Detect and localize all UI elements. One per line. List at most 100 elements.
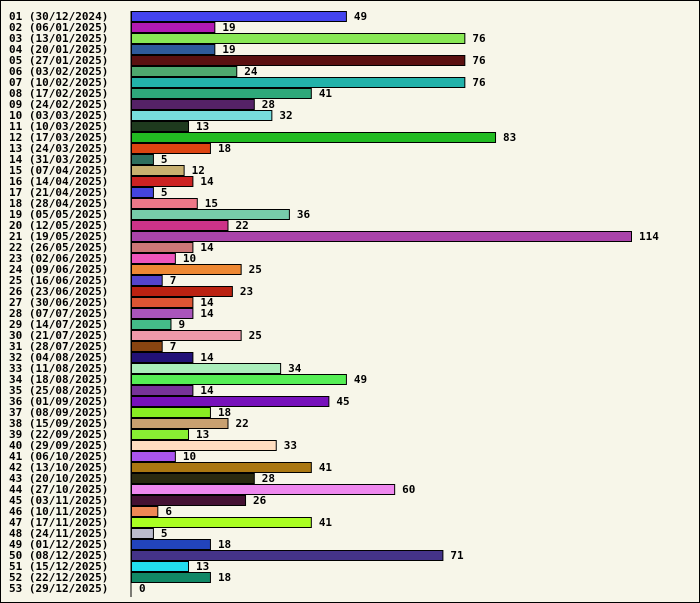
value-label: 33 xyxy=(284,439,297,452)
bar xyxy=(131,154,154,165)
bar xyxy=(131,176,194,187)
category-label: 13 (24/03/2025) xyxy=(9,142,108,155)
value-label: 6 xyxy=(165,505,172,518)
value-label: 14 xyxy=(200,351,214,364)
value-label: 13 xyxy=(196,560,209,573)
value-label: 71 xyxy=(450,549,464,562)
category-label: 28 (07/07/2025) xyxy=(9,307,108,320)
value-label: 18 xyxy=(218,571,231,584)
category-label: 14 (31/03/2025) xyxy=(9,153,108,166)
value-label: 24 xyxy=(244,65,258,78)
category-label: 37 (08/09/2025) xyxy=(9,406,108,419)
bar xyxy=(131,418,229,429)
category-label: 31 (28/07/2025) xyxy=(9,340,108,353)
category-label: 45 (03/11/2025) xyxy=(9,494,108,507)
value-label: 14 xyxy=(200,241,214,254)
bar xyxy=(131,539,211,550)
value-label: 14 xyxy=(200,296,214,309)
value-label: 28 xyxy=(262,98,275,111)
value-label: 41 xyxy=(319,461,333,474)
category-label: 24 (09/06/2025) xyxy=(9,263,108,276)
bar xyxy=(131,385,194,396)
category-label: 42 (13/10/2025) xyxy=(9,461,108,474)
category-label: 15 (07/04/2025) xyxy=(9,164,108,177)
bar xyxy=(131,275,163,286)
bar xyxy=(131,341,163,352)
bar xyxy=(131,429,190,440)
value-label: 5 xyxy=(161,527,168,540)
category-label: 23 (02/06/2025) xyxy=(9,252,108,265)
bar xyxy=(131,55,466,66)
category-label: 25 (16/06/2025) xyxy=(9,274,108,287)
category-label: 08 (17/02/2025) xyxy=(9,87,108,100)
value-label: 32 xyxy=(279,109,292,122)
category-label: 40 (29/09/2025) xyxy=(9,439,108,452)
bar xyxy=(131,506,159,517)
bar xyxy=(131,374,347,385)
bar xyxy=(131,528,154,539)
value-label: 49 xyxy=(354,373,367,386)
value-label: 76 xyxy=(472,76,486,89)
value-label: 22 xyxy=(235,219,248,232)
bar xyxy=(131,286,233,297)
value-label: 19 xyxy=(222,21,235,34)
bar xyxy=(131,297,194,308)
bar xyxy=(131,484,396,495)
category-label: 26 (23/06/2025) xyxy=(9,285,108,298)
value-label: 9 xyxy=(178,318,185,331)
category-label: 51 (15/12/2025) xyxy=(9,560,108,573)
category-label: 36 (01/09/2025) xyxy=(9,395,108,408)
category-label: 38 (15/09/2025) xyxy=(9,417,108,430)
value-label: 28 xyxy=(262,472,275,485)
bar xyxy=(131,407,211,418)
value-label: 13 xyxy=(196,120,209,133)
category-label: 18 (28/04/2025) xyxy=(9,197,108,210)
category-label: 34 (18/08/2025) xyxy=(9,373,108,386)
category-label: 03 (13/01/2025) xyxy=(9,32,108,45)
category-label: 01 (30/12/2024) xyxy=(9,10,108,23)
value-label: 0 xyxy=(139,582,146,595)
bar xyxy=(131,352,194,363)
bar xyxy=(131,11,347,22)
category-label: 20 (12/05/2025) xyxy=(9,219,108,232)
category-label: 49 (01/12/2025) xyxy=(9,538,108,551)
category-label: 09 (24/02/2025) xyxy=(9,98,108,111)
value-label: 14 xyxy=(200,384,214,397)
category-label: 02 (06/01/2025) xyxy=(9,21,108,34)
value-label: 41 xyxy=(319,87,333,100)
bar xyxy=(131,220,229,231)
value-label: 18 xyxy=(218,406,231,419)
category-label: 43 (20/10/2025) xyxy=(9,472,108,485)
bar xyxy=(131,242,194,253)
bar xyxy=(131,77,466,88)
value-label: 18 xyxy=(218,538,231,551)
category-label: 10 (03/03/2025) xyxy=(9,109,108,122)
value-label: 19 xyxy=(222,43,235,56)
bar xyxy=(131,33,466,44)
category-label: 30 (21/07/2025) xyxy=(9,329,108,342)
value-label: 76 xyxy=(472,32,486,45)
bar xyxy=(131,44,216,55)
category-label: 07 (10/02/2025) xyxy=(9,76,108,89)
value-label: 49 xyxy=(354,10,367,23)
bar xyxy=(131,143,211,154)
bar xyxy=(131,99,255,110)
value-label: 76 xyxy=(472,54,486,67)
bar xyxy=(131,231,632,242)
value-label: 26 xyxy=(253,494,267,507)
category-label: 12 (17/03/2025) xyxy=(9,131,108,144)
bar xyxy=(131,198,198,209)
bar xyxy=(131,308,194,319)
category-label: 06 (03/02/2025) xyxy=(9,65,108,78)
value-label: 13 xyxy=(196,428,209,441)
value-label: 34 xyxy=(288,362,302,375)
value-label: 7 xyxy=(170,340,177,353)
category-label: 46 (10/11/2025) xyxy=(9,505,108,518)
category-label: 21 (19/05/2025) xyxy=(9,230,108,243)
value-label: 7 xyxy=(170,274,177,287)
bar xyxy=(131,440,277,451)
category-label: 52 (22/12/2025) xyxy=(9,571,108,584)
value-label: 36 xyxy=(297,208,311,221)
